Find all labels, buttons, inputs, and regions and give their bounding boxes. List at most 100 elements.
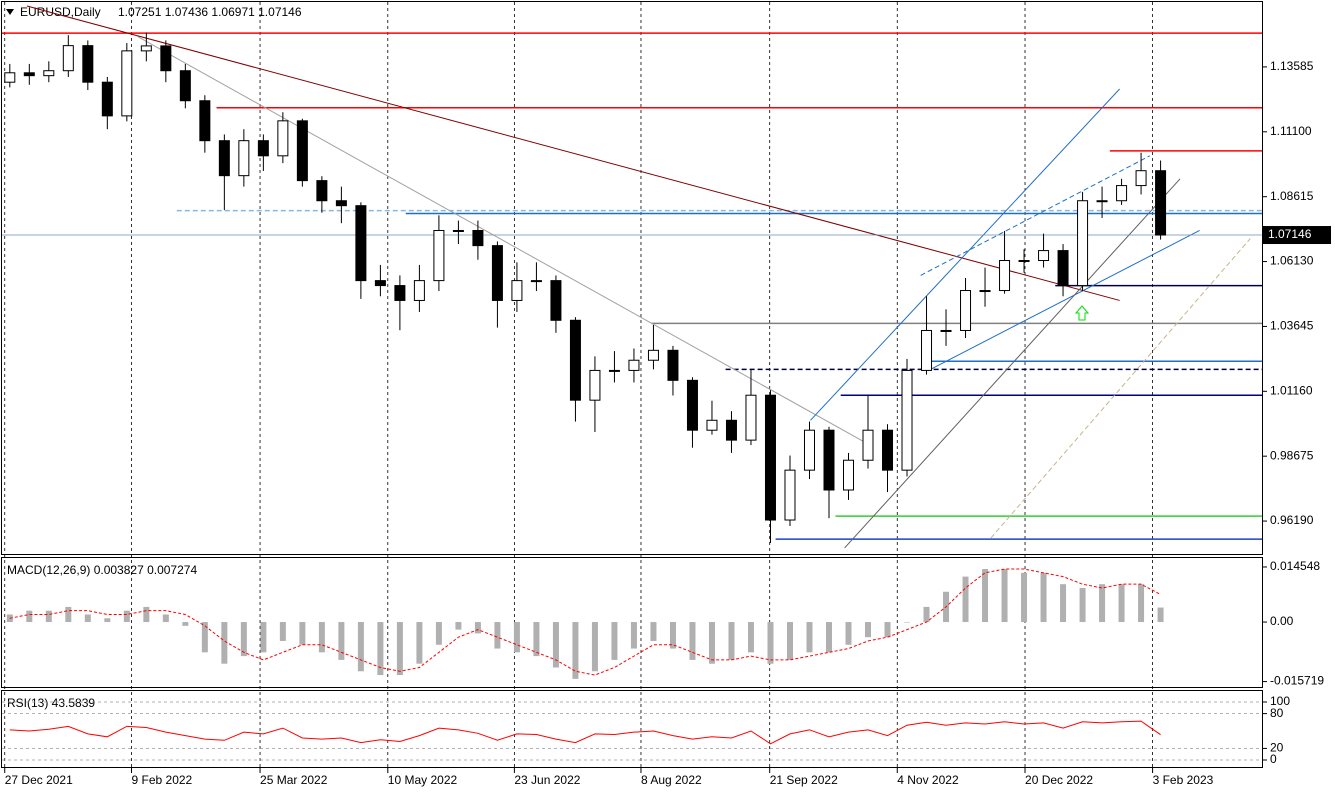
x-tick-label: 25 Mar 2022 <box>260 773 328 787</box>
y-tick-label: 1.13585 <box>1270 59 1314 73</box>
y-tick-label: 0.96190 <box>1270 513 1314 527</box>
candle-body <box>569 319 581 401</box>
candle-body <box>472 229 484 247</box>
candle-body <box>1155 170 1167 236</box>
candle-body <box>491 245 503 301</box>
chart-title: EURUSD,Daily <box>20 5 101 19</box>
macd-bar <box>747 622 754 653</box>
y-tick-label: -0.015719 <box>1270 674 1324 688</box>
candle-body <box>921 329 933 371</box>
candle-body <box>23 72 35 77</box>
macd-bar <box>123 610 130 623</box>
macd-bar <box>650 622 657 641</box>
y-tick-label: 1.06130 <box>1270 254 1314 268</box>
candle-body <box>784 469 796 521</box>
y-tick-label: 1.11100 <box>1270 124 1312 138</box>
macd-bar <box>689 622 696 660</box>
candle-body <box>277 120 289 157</box>
macd-bar <box>260 622 267 653</box>
candle-body <box>1135 170 1147 187</box>
candle-body <box>862 429 874 461</box>
x-tick-label: 21 Sep 2022 <box>770 773 838 787</box>
macd-bar <box>240 622 247 657</box>
candle-body <box>1018 260 1030 263</box>
candle-body <box>979 290 991 293</box>
macd-bar <box>416 622 423 664</box>
x-tick-label: 27 Dec 2021 <box>5 773 73 787</box>
trend-line <box>26 5 1120 301</box>
menu-arrow[interactable] <box>6 9 14 15</box>
candle-body <box>608 369 620 372</box>
y-tick-label: 80 <box>1270 706 1284 720</box>
y-tick-label: 100 <box>1270 694 1290 708</box>
macd-bar <box>982 569 989 623</box>
macd-bar <box>377 622 384 676</box>
trend-line <box>136 35 871 446</box>
x-tick-label: 9 Feb 2022 <box>132 773 193 787</box>
macd-bar <box>1001 569 1008 623</box>
macd-bar <box>845 622 852 645</box>
candle-body <box>218 140 230 177</box>
macd-bar <box>1157 607 1164 623</box>
candle-body <box>413 280 425 301</box>
candle-body <box>1057 250 1069 287</box>
trend-line <box>990 238 1251 539</box>
macd-bar <box>1099 584 1106 623</box>
candle-body <box>725 419 737 441</box>
y-tick-label: 0 <box>1270 752 1277 766</box>
candle-body <box>882 429 894 471</box>
y-tick-label: 0.00 <box>1270 614 1294 628</box>
candle-body <box>374 280 386 287</box>
macd-bar <box>143 606 150 623</box>
candle-body <box>43 70 55 77</box>
macd-bar <box>1138 584 1145 623</box>
trend-line <box>844 178 1181 549</box>
candle-body <box>121 50 133 117</box>
macd-bar <box>162 614 169 623</box>
candle-body <box>745 394 757 441</box>
macd-bar <box>806 622 813 653</box>
candle-body <box>823 429 835 491</box>
candle-body <box>1096 200 1108 203</box>
candle-body <box>530 280 542 283</box>
candle-body <box>1077 200 1089 287</box>
macd-bar <box>728 622 735 660</box>
y-tick-label: 1.08615 <box>1270 189 1314 203</box>
y-tick-label: 0.98675 <box>1270 448 1314 462</box>
candle-body <box>803 429 815 471</box>
candle-body <box>62 45 74 72</box>
indicator-title: RSI(13) 43.5839 <box>7 696 95 710</box>
last-price-box <box>1263 226 1331 245</box>
macd-bar <box>552 622 559 668</box>
macd-bar <box>825 622 832 653</box>
candle-body <box>647 349 659 361</box>
candle-body <box>667 349 679 381</box>
x-tick-label: 23 Jun 2022 <box>514 773 580 787</box>
x-tick-label: 20 Dec 2022 <box>1025 773 1093 787</box>
y-tick-label: 0.014548 <box>1270 559 1320 573</box>
indicator-title: MACD(12,26,9) 0.003827 0.007274 <box>7 563 197 577</box>
macd-bar <box>474 622 481 634</box>
macd-bar <box>455 622 462 630</box>
macd-bar <box>611 622 618 660</box>
macd-bar <box>26 610 33 623</box>
candle-body <box>179 70 191 102</box>
candle-body <box>238 140 250 177</box>
macd-bar <box>962 576 969 623</box>
macd-bar <box>299 622 306 645</box>
macd-bar <box>182 622 189 626</box>
y-tick-label: 1.03645 <box>1270 319 1314 333</box>
macd-bar <box>104 618 111 623</box>
candle-body <box>511 280 523 301</box>
candle-body <box>160 45 172 72</box>
candle-body <box>843 459 855 491</box>
macd-bar <box>533 622 540 657</box>
candle-body <box>550 280 562 321</box>
macd-bar <box>513 622 520 653</box>
candle-body <box>764 394 776 521</box>
rsi-line <box>9 720 1161 745</box>
macd-bar <box>767 622 774 664</box>
macd-bar <box>1040 572 1047 623</box>
x-tick-label: 3 Feb 2023 <box>1153 773 1214 787</box>
candle-body <box>335 200 347 207</box>
